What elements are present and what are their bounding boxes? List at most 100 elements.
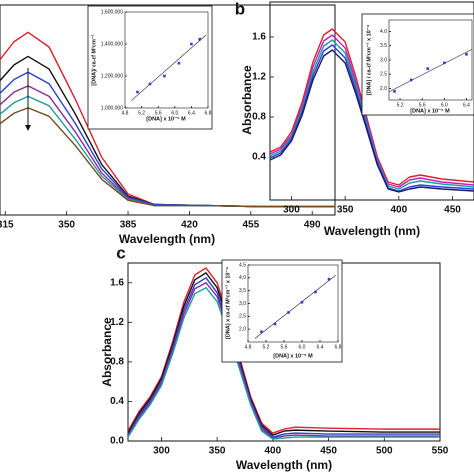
trendline	[389, 48, 472, 93]
x-tick-label: 400	[390, 205, 407, 216]
x-axis-label: Wavelength (nm)	[324, 224, 420, 238]
x-axis-label: [DNA] x 10⁻⁵ M	[410, 108, 450, 114]
y-tick-label: 2,5	[239, 314, 246, 320]
x-tick-label: 400	[265, 446, 282, 457]
y-tick-label: 3,5	[239, 288, 246, 294]
x-tick-label: 550	[432, 446, 449, 457]
data-point	[327, 277, 331, 281]
data-point	[314, 290, 317, 294]
y-tick-label: 2.5	[380, 72, 387, 78]
y-tick-label: 0.8	[110, 357, 124, 368]
panel-label: b	[235, 0, 245, 18]
data-point	[465, 52, 468, 56]
y-tick-label: 0.8	[252, 112, 266, 123]
x-tick-label: 420	[181, 220, 198, 231]
x-axis-label: [DNA] x 10⁻⁵ M	[273, 353, 313, 359]
x-axis-label: Wavelength (nm)	[119, 232, 215, 246]
x-tick-label: 5.2	[138, 110, 145, 116]
x-tick-label: 4.8	[122, 110, 129, 116]
y-tick-label: 3,0	[239, 301, 246, 307]
x-tick-label: 6.8	[205, 110, 212, 116]
x-tick-label: 315	[0, 220, 14, 231]
data-point	[409, 78, 413, 82]
data-point	[190, 42, 193, 46]
y-tick-label: 4,5	[239, 262, 246, 268]
x-tick-label: 6.4	[317, 344, 324, 350]
y-tick-label: 1.2	[110, 317, 124, 328]
x-axis-label: [DNA] x 10⁻⁵ M	[146, 116, 186, 122]
y-axis-label: Absorbance	[240, 65, 254, 135]
data-point	[163, 74, 166, 78]
x-tick-label: 6.0	[171, 110, 178, 116]
inset-box	[87, 5, 213, 130]
x-tick-label: 350	[337, 205, 354, 216]
spectrum-line	[270, 34, 474, 188]
x-tick-label: 5.6	[155, 110, 162, 116]
y-tick-label: 3.5	[380, 43, 387, 49]
x-tick-label: 450	[320, 446, 337, 457]
x-tick-label: 5.2	[263, 344, 270, 350]
x-tick-label: 300	[283, 205, 300, 216]
data-point	[177, 61, 181, 65]
x-tick-label: 385	[120, 220, 137, 231]
inset-box	[361, 13, 474, 116]
y-axis-label: [DNA]/ εa-εf M²cm⁻¹	[90, 34, 97, 85]
y-tick-label: 1,000,000	[101, 105, 123, 111]
x-tick-label: 6.0	[441, 102, 448, 108]
y-axis-label: [DNA] x εa-εf M²cm⁻¹ x 10⁻⁹	[224, 267, 231, 339]
x-tick-label: 350	[58, 220, 75, 231]
data-point	[287, 311, 290, 314]
data-point	[273, 322, 277, 326]
y-tick-label: 2,0	[239, 326, 246, 332]
x-tick-label: 4.8	[245, 344, 252, 350]
x-tick-label: 5.6	[419, 102, 426, 108]
data-point	[148, 82, 152, 86]
y-tick-label: 0.4	[252, 152, 266, 163]
x-tick-label: 500	[376, 446, 393, 457]
spectrum-line	[270, 39, 474, 190]
data-point	[198, 37, 201, 41]
x-tick-label: 450	[444, 205, 461, 216]
y-tick-label: 1,200,000	[101, 73, 123, 79]
trendline	[254, 275, 336, 339]
x-tick-label: 6.8	[335, 344, 342, 350]
y-tick-label: 0.4	[110, 396, 124, 407]
y-tick-label: 4.0	[380, 29, 387, 35]
spectrum-line	[270, 44, 474, 192]
x-tick-label: 300	[153, 446, 170, 457]
data-point	[393, 90, 396, 93]
x-tick-label: 6.4	[463, 102, 470, 108]
data-point	[300, 300, 304, 304]
x-tick-label: 6.0	[299, 344, 306, 350]
x-tick-label: 490	[304, 220, 321, 231]
y-tick-label: 1,400,000	[101, 41, 123, 47]
x-tick-label: 5.6	[281, 344, 288, 350]
inset-box	[221, 259, 343, 363]
data-point	[136, 90, 139, 94]
y-tick-label: 2.0	[380, 86, 387, 92]
plot-frame	[269, 1, 474, 201]
x-tick-label: 5.2	[397, 102, 404, 108]
y-tick-label: 3.0	[380, 57, 387, 63]
y-tick-label: 1.2	[252, 72, 266, 83]
panel-label: c	[116, 243, 125, 262]
trendline	[131, 34, 207, 101]
x-tick-label: 6.4	[188, 110, 195, 116]
y-axis-label: Absorbance	[100, 317, 114, 387]
spectrum-line	[270, 49, 474, 193]
data-point	[443, 61, 446, 65]
plot-frame	[124, 11, 209, 109]
y-tick-label: 4,0	[239, 275, 246, 281]
y-tick-label: 1.6	[252, 32, 266, 43]
x-axis-label: Wavelength (nm)	[236, 458, 332, 472]
x-tick-label: 350	[209, 446, 226, 457]
plot-frame	[0, 4, 336, 216]
data-point	[426, 67, 430, 70]
y-axis-label: [DNA] / εa-εf M²cm⁻¹ x 10⁻⁹	[365, 24, 372, 95]
data-point	[260, 330, 263, 334]
spectrum-line	[270, 28, 474, 186]
y-tick-label: 0.0	[110, 436, 124, 447]
